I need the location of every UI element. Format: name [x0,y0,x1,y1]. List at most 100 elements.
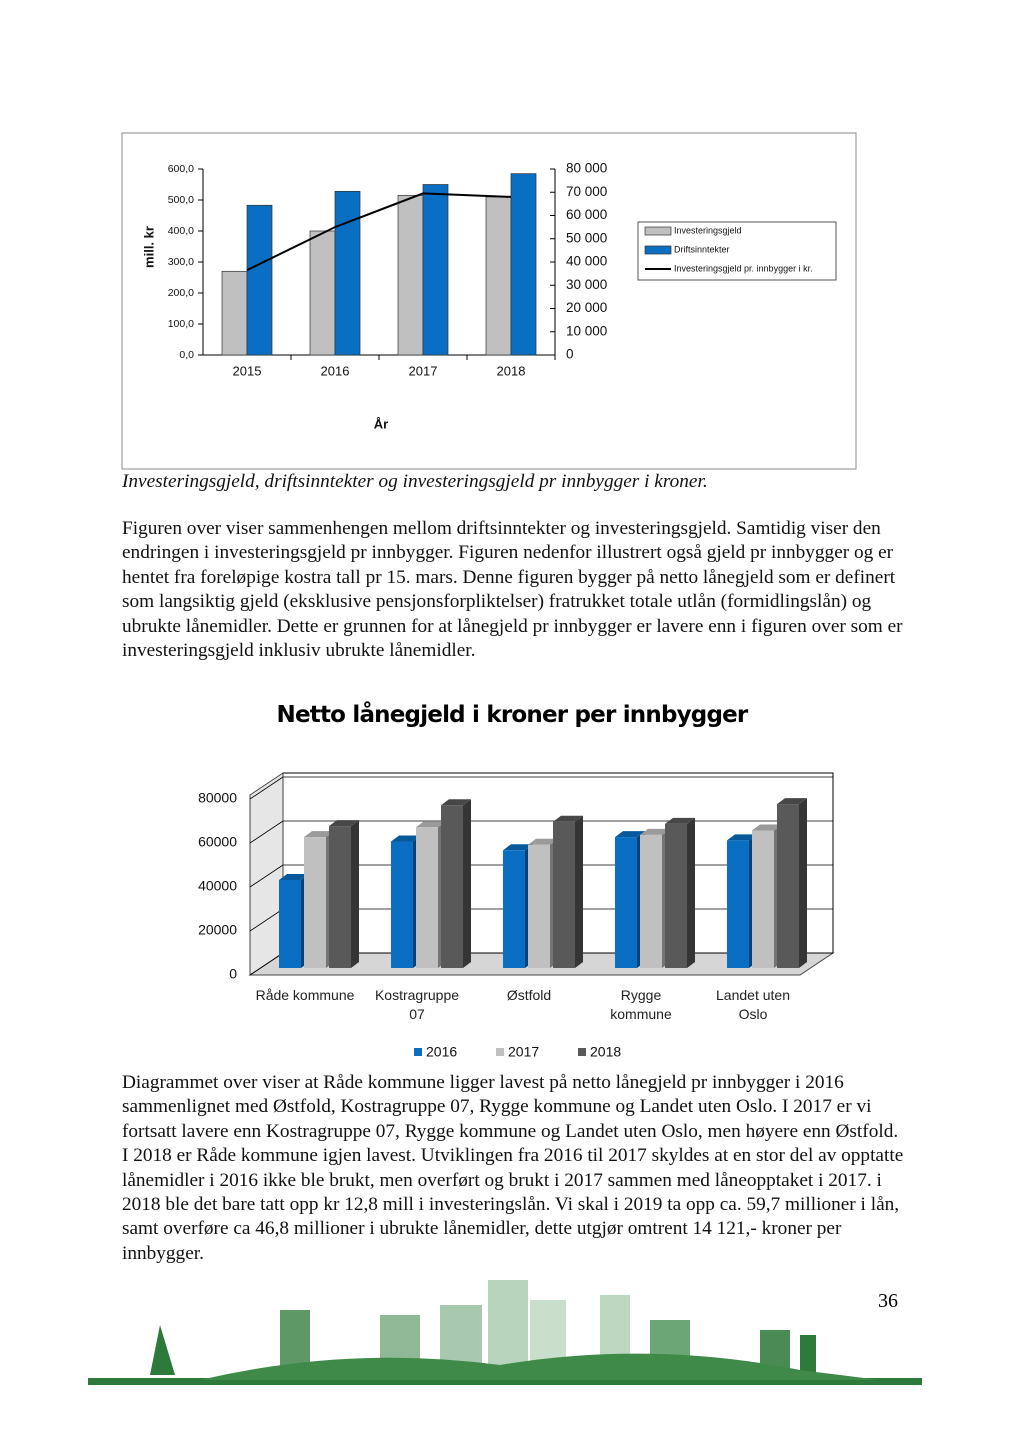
x-axis-label: År [374,416,388,431]
y2-tick-label: 80 000 [566,161,607,176]
bar-side [351,820,359,968]
x-tick-label: 2017 [409,363,438,378]
bar [528,844,550,968]
figure-caption: Investeringsgjeld, driftsinntekter og in… [122,471,708,492]
x-tick-label: 2018 [497,363,526,378]
bar [777,804,799,968]
bar-top [752,824,782,831]
x-tick-label: 2015 [233,363,262,378]
skyline [88,1280,922,1385]
bar [329,826,351,968]
legend-swatch [414,1048,422,1056]
bar-top [777,798,807,805]
paragraph: Figuren over viser sammenhengen mellom d… [122,518,903,662]
line [246,192,512,272]
bar-top [727,834,757,841]
bar [752,830,774,968]
bar [727,840,749,968]
bar-top [329,820,359,827]
x-tick-label: Råde kommune [255,987,355,1003]
y-tick-label: 100,0 [168,318,194,330]
bar-top [279,874,309,880]
bar-top [441,799,471,806]
legend-swatch [644,245,672,255]
y2-tick-label: 0 [566,347,574,362]
bar [334,190,361,356]
y-tick-label: 300,0 [168,256,194,268]
bar [422,184,449,356]
bar [485,196,512,356]
bar-top [640,828,670,835]
grid-line [249,864,284,888]
bar [304,837,326,968]
grid-line [249,776,284,800]
x-tick-label: Landet uten Oslo [716,987,790,1022]
bar [441,805,463,968]
y2-tick-label: 20 000 [566,300,607,315]
y-tick-label: 60000 [198,834,237,850]
y2-tick-label: 30 000 [566,277,607,292]
bar [416,827,438,968]
bar-side [463,799,471,968]
y2-tick-label: 70 000 [566,184,607,199]
bar [503,850,525,968]
bar-top [528,838,558,845]
y-tick-label: 40000 [198,878,237,894]
y-axis-label: mill. kr [141,226,156,268]
grid-line [249,952,284,976]
bar [553,821,575,968]
legend-swatch [496,1048,504,1056]
bar [397,195,424,356]
bar [309,230,336,356]
bar-top [615,831,645,838]
x-tick-label: Rygge kommune [610,987,672,1022]
legend-label: 2018 [590,1044,621,1060]
y-tick-label: 0,0 [179,349,194,361]
y-tick-label: 600,0 [168,163,194,175]
y-tick-label: 80000 [198,790,237,806]
bar [246,204,273,356]
x-tick-label: Østfold [506,987,552,1003]
y-tick-label: 500,0 [168,194,194,206]
bar-side [575,815,583,968]
bar [640,834,662,968]
bar [279,880,301,968]
legend-label: Investeringsgjeld [674,225,742,235]
grid-line [249,820,284,844]
legend-label: 2017 [508,1044,539,1060]
bar [510,173,537,356]
legend-label: Investeringsgjeld pr. innbygger i kr. [674,263,813,273]
grid-line [249,908,284,932]
legend-label: Driftsinntekter [674,244,730,254]
bar [391,841,413,968]
y-tick-label: 20000 [198,922,237,938]
bar-side [799,798,807,968]
x-tick-label: 2016 [321,363,350,378]
y2-tick-label: 50 000 [566,230,607,245]
chart-title: Netto lånegjeld i kroner per innbygger [276,702,749,728]
legend-swatch [578,1048,586,1056]
bar [615,837,637,968]
side-wall [249,772,284,976]
y-tick-label: 400,0 [168,225,194,237]
bar-top [503,844,533,851]
bar-side [687,817,695,968]
legend-swatch [644,226,672,236]
y2-tick-label: 10 000 [566,323,607,338]
y2-tick-label: 40 000 [566,254,607,269]
bar-top [416,821,446,828]
y-tick-label: 0 [229,966,237,982]
bar [221,270,248,356]
legend-label: 2016 [426,1044,457,1060]
y2-tick-label: 60 000 [566,207,607,222]
bar [665,823,687,968]
bar-top [553,815,583,822]
bar-top [304,831,334,838]
paragraph: Diagrammet over viser at Råde kommune li… [122,1072,904,1264]
bar-top [391,835,421,842]
bar-top [665,817,695,824]
x-tick-label: Kostragruppe 07 [374,987,460,1022]
y-tick-label: 200,0 [168,287,194,299]
